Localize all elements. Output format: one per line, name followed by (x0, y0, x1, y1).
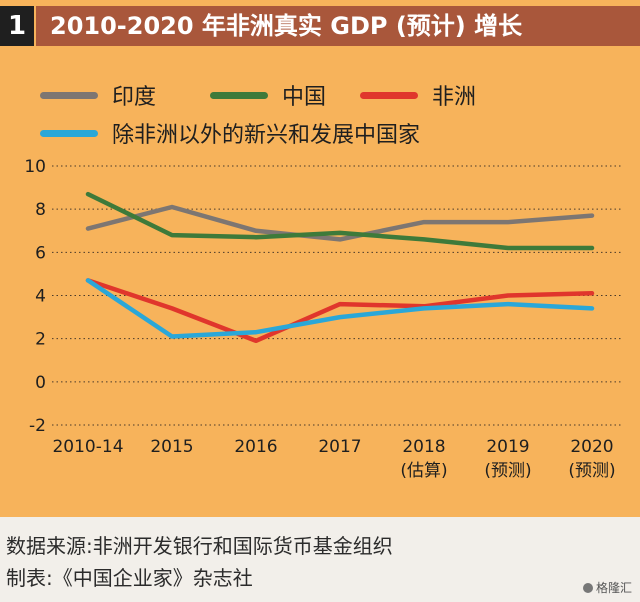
x-tick-label: 2016 (234, 437, 277, 457)
y-tick-label: 10 (24, 157, 46, 177)
x-tick-note: (估算) (400, 461, 447, 481)
y-tick-label: 8 (35, 200, 46, 220)
legend-label-india: 印度 (112, 85, 157, 110)
figure-number-badge: 1 (0, 6, 34, 46)
legend-item-india: 印度 (40, 80, 156, 110)
y-tick-label: 4 (35, 287, 46, 307)
legend-item-china: 中国 (210, 80, 326, 110)
legend-label-china: 中国 (282, 85, 327, 110)
x-tick-label: 2010-14 (52, 437, 123, 457)
watermark-logo-icon (582, 582, 593, 593)
x-tick-label: 2020 (570, 437, 613, 457)
series-line-0 (85, 204, 595, 242)
chart-maker-note: 制表:《中国企业家》杂志社 (6, 566, 253, 590)
chart-title: 2010-2020 年非洲真实 GDP (预计) 增长 (36, 6, 640, 46)
y-tick-label: 2 (35, 330, 46, 350)
legend-label-africa: 非洲 (432, 85, 477, 110)
chart-panel: 1 2010-2020 年非洲真实 GDP (预计) 增长 印度 中国 非洲 除… (0, 0, 640, 517)
watermark-text: 格隆汇 (595, 581, 632, 595)
x-tick-label: 2019 (486, 437, 529, 457)
line-chart: -2 0 2 4 6 8 10 2010-14 2015 2016 2017 2018 (估算) 2019… (24, 157, 622, 481)
legend-swatch-china (210, 91, 268, 99)
data-source-note: 数据来源:非洲开发银行和国际货币基金组织 (6, 534, 393, 558)
series-line-1 (85, 191, 595, 251)
legend-swatch-emerging (40, 129, 98, 137)
x-tick-label: 2015 (150, 437, 193, 457)
x-tick-note: (预测) (568, 461, 615, 481)
legend-swatch-india (40, 91, 98, 99)
legend-swatch-africa (360, 91, 418, 99)
y-tick-label: 0 (35, 373, 46, 393)
watermark: 格隆汇 (582, 579, 632, 596)
series-line-2 (85, 278, 595, 344)
y-tick-label: 6 (35, 243, 46, 263)
x-tick-label: 2018 (402, 437, 445, 457)
legend-label-emerging: 除非洲以外的新兴和发展中国家 (112, 123, 421, 148)
legend-item-emerging: 除非洲以外的新兴和发展中国家 (40, 118, 420, 148)
x-tick-label: 2017 (318, 437, 361, 457)
x-tick-note: (预测) (484, 461, 531, 481)
legend-item-africa: 非洲 (360, 80, 476, 110)
series-line-3 (85, 278, 595, 339)
y-tick-label: -2 (29, 416, 46, 436)
